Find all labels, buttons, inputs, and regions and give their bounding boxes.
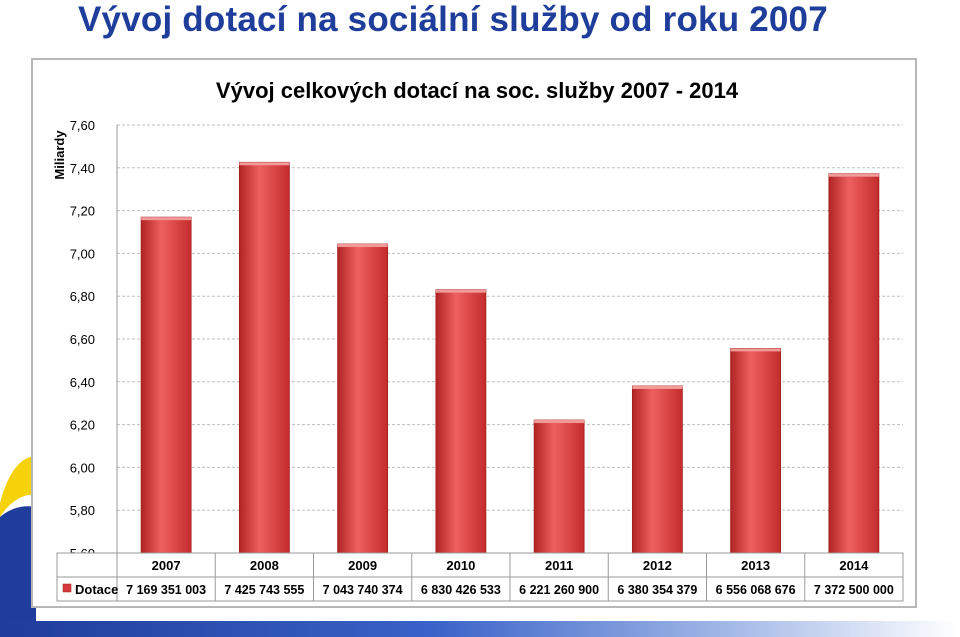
data-value-label: 6 556 068 676: [716, 583, 796, 597]
bar: [631, 385, 683, 554]
bar-top-highlight: [141, 217, 192, 221]
y-tick-label: 6,80: [70, 289, 95, 304]
yellow-swoosh: [0, 456, 36, 517]
y-axis-label: Miliardy: [52, 130, 67, 180]
data-value-label: 6 221 260 900: [519, 583, 599, 597]
bar: [828, 173, 880, 554]
bar-top-highlight: [828, 173, 879, 177]
bar: [337, 243, 389, 554]
data-value-label: 6 830 426 533: [421, 583, 501, 597]
bottom-band: [0, 621, 960, 637]
data-value-label: 6 380 354 379: [617, 583, 697, 597]
legend-series-name: Dotace: [75, 582, 118, 597]
bar: [140, 216, 192, 554]
bar: [533, 419, 585, 554]
bar-top-highlight: [337, 244, 388, 248]
data-value-label: 7 425 743 555: [224, 583, 304, 597]
bar-top-highlight: [730, 348, 781, 352]
chart-title: Vývoj celkových dotací na soc. služby 20…: [216, 78, 739, 103]
x-category-label: 2007: [152, 558, 181, 573]
y-tick-label: 7,00: [70, 246, 95, 261]
bar: [435, 289, 487, 554]
y-tick-label: 6,20: [70, 418, 95, 433]
x-category-label: 2012: [643, 558, 672, 573]
blue-swoosh: [0, 506, 36, 637]
y-tick-label: 7,60: [70, 118, 95, 133]
y-tick-label: 6,40: [70, 375, 95, 390]
x-category-label: 2013: [741, 558, 770, 573]
legend-key: [62, 583, 72, 593]
data-value-label: 7 043 740 374: [323, 583, 403, 597]
bar-top-highlight: [632, 386, 683, 390]
bar: [238, 161, 290, 554]
y-tick-label: 7,40: [70, 161, 95, 176]
bar-chart: Vývoj celkových dotací na soc. služby 20…: [52, 78, 904, 602]
x-category-label: 2009: [348, 558, 377, 573]
data-value-label: 7 169 351 003: [126, 583, 206, 597]
bar-top-highlight: [435, 289, 486, 293]
x-category-label: 2008: [250, 558, 279, 573]
slide-title: Vývoj dotací na sociální služby od roku …: [78, 0, 828, 39]
y-tick-label: 5,80: [70, 503, 95, 518]
bar: [730, 348, 782, 554]
bar-top-highlight: [239, 162, 290, 166]
y-tick-label: 6,60: [70, 332, 95, 347]
bar-top-highlight: [534, 420, 585, 424]
x-category-label: 2010: [446, 558, 475, 573]
x-category-label: 2011: [545, 558, 573, 573]
chart-frame: Vývoj celkových dotací na soc. služby 20…: [31, 58, 917, 608]
data-value-label: 7 372 500 000: [814, 583, 894, 597]
y-tick-label: 7,20: [70, 204, 95, 219]
y-tick-label: 6,00: [70, 460, 95, 475]
x-category-label: 2014: [839, 558, 869, 573]
corner-decoration: [0, 456, 36, 637]
